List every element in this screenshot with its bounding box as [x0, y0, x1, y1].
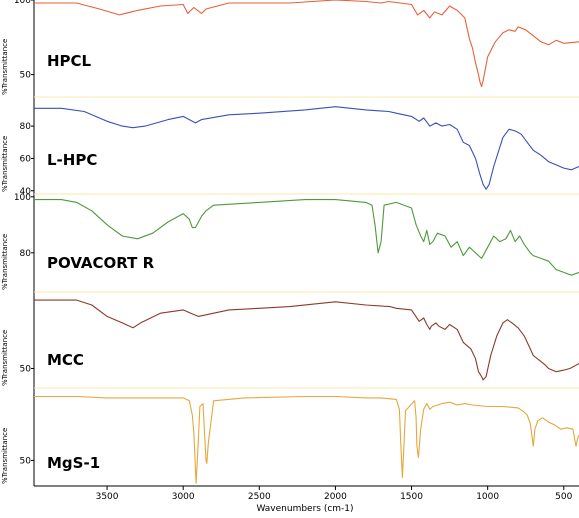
spectrum-panel: 50 %Transmittance MCC — [1, 291, 579, 388]
series-name-label: L-HPC — [47, 151, 97, 169]
spectrum-line — [34, 299, 579, 381]
spectrum-line — [34, 395, 579, 484]
y-tick-label: 80 — [20, 122, 32, 132]
series-name-label: POVACORT R — [47, 254, 155, 272]
x-tick-label: 1000 — [476, 492, 499, 502]
spectrum-line — [34, 199, 579, 276]
spectrum-panel: 80 60 40 %Transmittance L-HPC — [1, 96, 579, 197]
y-tick-label: 60 — [20, 154, 32, 164]
y-tick-label: 100 — [14, 0, 31, 6]
x-tick-label: 2000 — [324, 492, 347, 502]
series-name-label: HPCL — [47, 52, 92, 70]
spectrum-panel: 100 50 %Transmittance HPCL — [1, 0, 579, 97]
x-axis-label: Wavenumbers (cm-1) — [256, 504, 353, 514]
series-name-label: MgS-1 — [47, 454, 100, 472]
y-tick-label: 50 — [20, 456, 32, 466]
x-tick-label: 2500 — [248, 492, 271, 502]
x-tick-label: 500 — [555, 492, 572, 502]
y-axis-label: %Transmittance — [1, 39, 9, 95]
y-tick-label: 50 — [20, 71, 32, 81]
series-name-label: MCC — [47, 351, 84, 369]
x-tick-label: 3000 — [172, 492, 195, 502]
x-tick-label: 1500 — [400, 492, 423, 502]
y-tick-label: 100 — [14, 193, 31, 203]
y-tick-label: 80 — [20, 249, 32, 259]
x-tick-label: 3500 — [96, 492, 119, 502]
spectrum-panel: 100 80 %Transmittance POVACORT R — [1, 193, 579, 292]
spectrum-line — [34, 106, 579, 190]
spectrum-line — [34, 0, 579, 88]
y-axis-label: %Transmittance — [1, 234, 9, 290]
y-axis-label: %Transmittance — [1, 136, 9, 192]
spectrum-panel: 50 %Transmittance MgS-1 — [1, 387, 579, 486]
y-tick-label: 50 — [20, 364, 32, 374]
y-tick-label: 40 — [20, 187, 32, 197]
y-axis-label: %Transmittance — [1, 330, 9, 386]
y-axis-label: %Transmittance — [1, 428, 9, 484]
